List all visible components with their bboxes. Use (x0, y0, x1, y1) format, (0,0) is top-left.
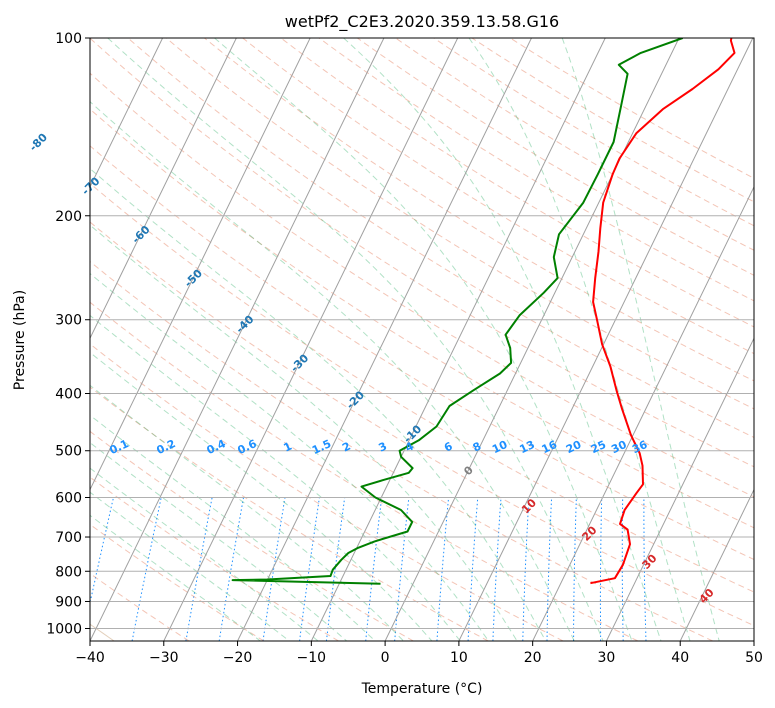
x-tick-label: 40 (671, 650, 689, 666)
mixing-ratio-line (599, 497, 603, 641)
y-tick-label: 500 (55, 444, 82, 460)
moist-adiabat-line (214, 38, 633, 641)
dewpoint-profile-line (231, 38, 684, 585)
isotherm-line (384, 38, 680, 641)
dry-adiabat-line (509, 38, 754, 179)
x-tick-label: 50 (745, 650, 763, 666)
y-axis-label: Pressure (hPa) (12, 290, 28, 390)
mixing-ratio-line (643, 497, 647, 641)
background-lines (90, 38, 754, 641)
dry-adiabat-line (90, 221, 754, 627)
y-tick-label: 700 (55, 530, 82, 546)
moist-adiabat-line (90, 224, 518, 641)
mixing-ratio-label: 16 (540, 438, 560, 456)
moist-adiabat-line (90, 384, 404, 641)
dry-adiabat-line (318, 38, 754, 302)
y-tick-label: 400 (55, 387, 82, 403)
moist-adiabat-line (90, 351, 433, 641)
moist-adiabat-line (90, 414, 376, 641)
mixing-ratio-line (573, 497, 577, 641)
mixing-ratio-label: 30 (609, 438, 629, 456)
moist-adiabat-line (90, 167, 547, 641)
y-tick-label: 200 (55, 209, 82, 225)
mixing-ratio-label: 36 (630, 438, 650, 456)
dry-adiabat-line (90, 182, 754, 593)
x-tick-label: 20 (524, 650, 542, 666)
mixing-ratio-line (90, 497, 114, 606)
mixing-ratio-label: 10 (490, 438, 510, 456)
isotherm-line (237, 38, 532, 641)
dry-adiabat-line (90, 145, 754, 561)
moist-adiabat-line (343, 38, 662, 641)
dry-adiabat-line (433, 38, 754, 227)
dry-adiabat-line (395, 38, 754, 251)
x-axis-label: Temperature (°C) (361, 681, 483, 697)
y-tick-label: 600 (55, 490, 82, 506)
x-tick-label: −30 (149, 650, 179, 666)
moist-adiabat-line (90, 441, 348, 641)
dry-adiabat-line (90, 523, 265, 641)
plot-frame (89, 37, 755, 642)
isotherm-line (679, 488, 754, 641)
profile-lines (231, 38, 736, 585)
moist-adiabat-line (90, 314, 461, 641)
axis-ticks: −40 −30 −20 −10 0 10 20 30 40 50 100 200 300 400 500 60… (46, 31, 763, 666)
isotherm-line (90, 38, 311, 491)
mixing-ratio-label: 13 (518, 438, 537, 456)
dry-adiabat-line (90, 386, 489, 641)
moist-adiabat-line (90, 100, 575, 641)
dry-adiabat-line (127, 38, 754, 439)
x-tick-label: −40 (75, 650, 105, 666)
dry-adiabat-line (90, 260, 713, 641)
isotherm-line (90, 38, 385, 641)
isotherm-line (458, 38, 754, 641)
y-tick-label: 1000 (46, 621, 82, 637)
isotherm-line (532, 185, 754, 641)
moist-adiabat-line (90, 467, 319, 641)
isotherm-line (163, 38, 459, 641)
mixing-ratio-line (546, 497, 553, 641)
x-tick-label: 10 (450, 650, 468, 666)
isotherm-line (90, 38, 164, 189)
dry-adiabat-line (90, 430, 414, 641)
y-tick-label: 800 (55, 564, 82, 580)
y-tick-label: 900 (55, 594, 82, 610)
moist-adiabat-line (90, 514, 261, 641)
x-tick-label: −20 (223, 650, 253, 666)
mixing-ratio-line (492, 497, 502, 641)
dry-adiabat-line (90, 38, 754, 468)
x-tick-label: −10 (297, 650, 327, 666)
moist-adiabat-line (561, 38, 720, 641)
mixing-ratio-label: 20 (564, 438, 584, 456)
x-tick-label: 30 (598, 650, 616, 666)
dry-adiabat-line (357, 38, 754, 276)
dry-adiabat-line (90, 72, 754, 498)
isotherm-line (605, 337, 754, 641)
y-tick-label: 100 (55, 31, 82, 47)
isotherm-line (90, 38, 237, 340)
chart-title: wetPf2_C2E3.2020.359.13.58.G16 (285, 12, 559, 32)
y-tick-label: 300 (55, 313, 82, 329)
isotherm-line (310, 38, 606, 641)
mixing-ratio-line (522, 497, 530, 641)
moist-adiabat-line (107, 38, 604, 641)
temperature-profile-line (590, 38, 736, 585)
mixing-ratio-label: 25 (589, 438, 608, 456)
x-tick-label: 0 (381, 650, 390, 666)
